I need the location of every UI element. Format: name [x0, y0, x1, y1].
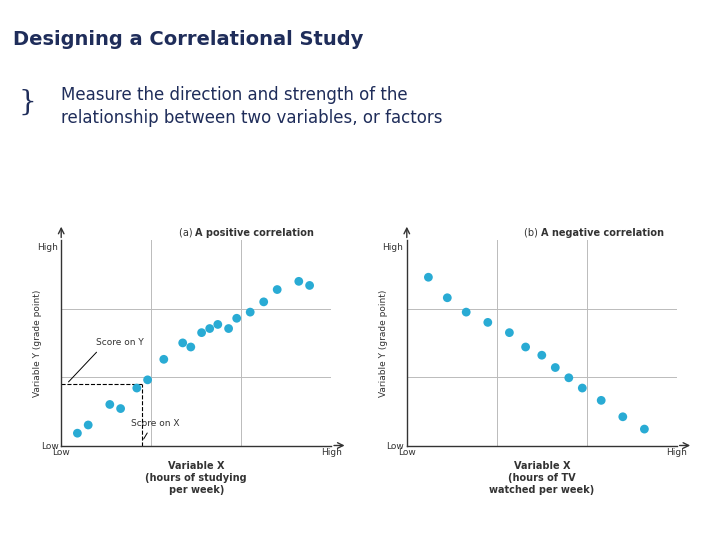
Text: A positive correlation: A positive correlation [196, 227, 315, 238]
Point [617, 413, 629, 421]
Point [244, 308, 256, 316]
Point [142, 375, 153, 384]
Point [536, 351, 547, 360]
Point [131, 384, 143, 393]
Point [115, 404, 127, 413]
X-axis label: Variable X
(hours of TV
watched per week): Variable X (hours of TV watched per week… [489, 462, 595, 495]
Text: Designing a Correlational Study: Designing a Correlational Study [13, 30, 364, 49]
X-axis label: Variable X
(hours of studying
per week): Variable X (hours of studying per week) [145, 462, 247, 495]
Text: High: High [382, 243, 403, 252]
Point [639, 425, 650, 434]
Point [212, 320, 224, 329]
Point [177, 339, 189, 347]
Point [72, 429, 84, 437]
Text: High: High [37, 243, 58, 252]
Point [504, 328, 516, 337]
Point [204, 324, 215, 333]
Point [423, 273, 434, 281]
Text: A negative correlation: A negative correlation [541, 227, 664, 238]
Text: Score on X: Score on X [132, 419, 180, 439]
Text: (b): (b) [524, 227, 541, 238]
Point [196, 328, 207, 337]
Text: (a): (a) [179, 227, 196, 238]
Point [520, 343, 531, 352]
Point [304, 281, 315, 290]
Point [461, 308, 472, 316]
Text: Contemporary Psychology: Contemporary Psychology [11, 513, 175, 526]
Point [83, 421, 94, 429]
Text: }: } [18, 89, 36, 116]
Point [104, 400, 116, 409]
Point [441, 293, 453, 302]
Point [258, 298, 269, 306]
Point [563, 374, 575, 382]
Point [482, 318, 494, 327]
Point [158, 355, 170, 363]
Point [595, 396, 607, 404]
Text: ©  2016 Cengage Learning: © 2016 Cengage Learning [539, 513, 709, 526]
Y-axis label: Variable Y (grade point): Variable Y (grade point) [33, 289, 42, 396]
Text: Measure the direction and strength of the
relationship between two variables, or: Measure the direction and strength of th… [61, 86, 443, 126]
Point [185, 343, 197, 352]
Point [577, 384, 588, 393]
Point [293, 277, 305, 286]
Point [549, 363, 561, 372]
Point [223, 324, 235, 333]
Point [231, 314, 243, 322]
Point [271, 285, 283, 294]
Text: Score on Y: Score on Y [68, 339, 144, 382]
Y-axis label: Variable Y (grade point): Variable Y (grade point) [379, 289, 388, 396]
